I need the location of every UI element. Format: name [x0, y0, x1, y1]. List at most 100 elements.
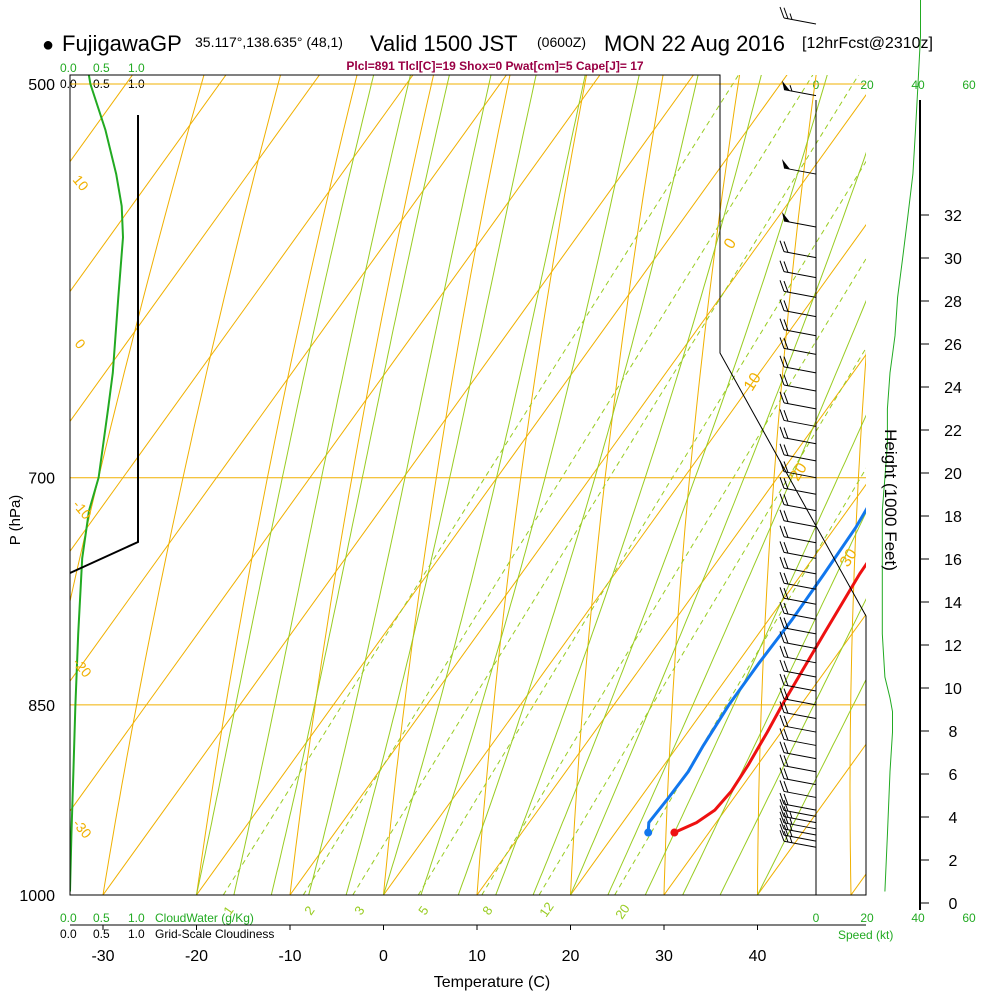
wind-speed-line: [881, 0, 921, 892]
wind-barb: [782, 80, 817, 97]
temperature-tick-label: 20: [562, 948, 580, 965]
wind-barb-staff: [783, 670, 817, 678]
wind-barb-staff: [783, 822, 817, 830]
wind-barb-full: [779, 714, 785, 727]
wind-barb-half: [789, 811, 793, 819]
temperature-tick-label: 30: [655, 948, 673, 965]
wind-barb-staff: [783, 551, 817, 559]
wind-barb-full: [783, 812, 789, 824]
wind-barb: [779, 631, 817, 649]
wind-barb-full: [779, 337, 785, 349]
wind-barb-staff: [783, 504, 817, 512]
pressure-tick-label: 1000: [19, 888, 55, 905]
isotherm-line: [289, 94, 866, 895]
speed-bottom-label: 20: [860, 911, 874, 925]
wind-barb-half: [789, 824, 793, 831]
wind-barb-full: [779, 299, 785, 311]
moist-adiabat: [495, 75, 762, 895]
isotherm-lines: [70, 75, 866, 895]
isotherm-label: 10: [741, 370, 765, 394]
dry-adiabat: [383, 75, 511, 895]
cloudiness-line: [69, 115, 139, 574]
height-tick-label: 26: [944, 337, 962, 354]
temperature-tick-label: -10: [278, 948, 301, 965]
wind-barb: [779, 391, 817, 410]
wind-barb: [779, 318, 817, 337]
mixing-label: 2: [301, 903, 317, 918]
moist-adiabat-lines: [196, 75, 866, 895]
wind-barb-full: [783, 541, 789, 554]
wind-barb-full: [779, 556, 785, 569]
height-tick-label: 20: [944, 466, 962, 483]
wind-barb: [779, 799, 817, 817]
moist-adiabat: [383, 75, 586, 895]
wind-barb-full: [783, 510, 789, 522]
wind-barb: [779, 728, 817, 746]
theta-label: -30: [70, 816, 95, 842]
mixing-label: 5: [415, 903, 431, 918]
moist-adiabat: [233, 75, 411, 895]
wind-barb-full: [783, 300, 789, 312]
height-tick-label: 10: [944, 681, 962, 698]
wind-barb: [779, 792, 817, 811]
wind-barb-staff: [783, 89, 817, 97]
wind-barb-full: [779, 687, 785, 700]
wind-barb-full: [779, 780, 785, 792]
wind-barb-full: [783, 799, 789, 812]
moist-adiabat: [719, 598, 866, 895]
height-tick-label: 24: [944, 380, 962, 397]
cloudiness-legend: Grid-Scale Cloudiness: [155, 927, 274, 941]
cloudwater-legend: CloudWater (g/Kg): [155, 911, 254, 925]
height-tick-label: 8: [949, 724, 958, 741]
dry-adiabat: [757, 75, 817, 895]
wind-barb-staff: [783, 290, 817, 298]
wind-barb: [779, 714, 817, 733]
wind-barb: [779, 556, 817, 575]
wind-barb-full: [779, 509, 785, 521]
wind-barb-full: [783, 632, 789, 644]
wind-barb-full: [779, 373, 785, 386]
wind-barb-full: [783, 755, 789, 767]
wind-barb-staff: [783, 567, 817, 575]
wind-barb-staff: [783, 536, 817, 544]
wind-barb-full: [779, 280, 785, 292]
speed-top-label: 0: [813, 78, 820, 92]
plot-frame: [69, 74, 867, 896]
wind-barb: [779, 426, 817, 445]
wind-barb-full: [779, 805, 785, 817]
wind-barb-staff: [783, 366, 817, 374]
wind-barb-staff: [783, 612, 817, 620]
wind-barb: [779, 240, 817, 259]
mixing-label: 20: [612, 901, 633, 921]
isotherm-line: [383, 224, 866, 895]
wind-barb: [779, 587, 817, 605]
wind-barb-full: [783, 374, 789, 386]
wind-barb-full: [783, 729, 789, 741]
wind-barb-full: [783, 461, 789, 473]
wind-barb-full: [783, 688, 789, 700]
dry-adiabat: [102, 75, 282, 895]
wind-barb-staff: [783, 816, 817, 824]
theta-label: 10: [70, 172, 92, 194]
moist-adiabat: [420, 75, 640, 895]
cloudwater-top-label: 0.5: [93, 61, 110, 75]
wind-barb-full: [783, 830, 789, 843]
isotherm-line: [102, 75, 695, 895]
wind-barb: [779, 260, 817, 279]
isotherm-line: [196, 75, 788, 895]
wind-barb-staff: [783, 778, 817, 786]
height-tick-label: 30: [944, 251, 962, 268]
height-tick-label: 18: [944, 509, 962, 526]
cloudwater-bottom-label: 1.0: [128, 911, 145, 925]
station-coords: 35.117°,138.635° (48,1): [195, 34, 343, 50]
wind-barb-full: [779, 673, 785, 686]
wind-barb-full: [779, 754, 785, 766]
isotherm-line: [570, 483, 866, 895]
cloudwater-line: [70, 75, 125, 892]
wind-barb-full: [783, 617, 789, 629]
moist-adiabat: [270, 75, 450, 895]
temperature-tick-label: 10: [468, 948, 486, 965]
wind-barb-staff: [783, 437, 817, 445]
bottom-legends: 0.0 0.5 1.0 CloudWater (g/Kg) 0.0 0.5 1.…: [60, 911, 976, 942]
